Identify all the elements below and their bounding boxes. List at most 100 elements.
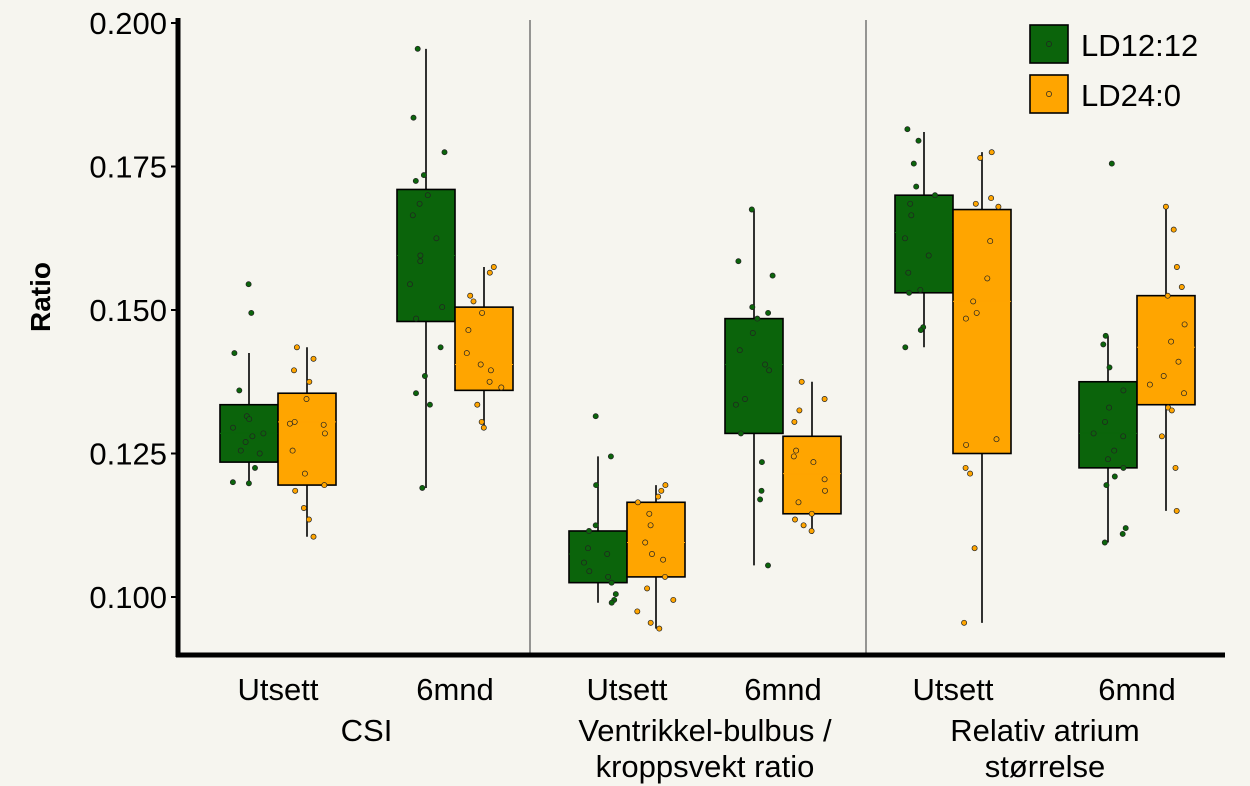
point-panel2-6mnd-ld1212-3	[769, 272, 776, 279]
point-panel2-utsett-ld1212-9	[586, 568, 593, 575]
point-panel3-utsett-ld240-3	[988, 195, 995, 202]
point-panel1-utsett-ld240-15	[305, 516, 312, 523]
point-panel2-utsett-ld240-5	[646, 510, 653, 517]
point-panel3-6mnd-ld1212-1	[1108, 160, 1115, 167]
point-panel3-6mnd-ld1212-15	[1122, 525, 1129, 532]
point-panel1-utsett-ld240-16	[310, 533, 317, 540]
point-panel2-utsett-ld240-13	[634, 608, 641, 615]
point-panel3-6mnd-ld240-4	[1178, 284, 1185, 290]
point-panel1-utsett-ld1212-4	[236, 387, 243, 394]
point-panel3-6mnd-ld1212-9	[1120, 433, 1127, 440]
point-panel2-6mnd-ld240-14	[808, 528, 815, 534]
point-panel2-6mnd-ld1212-5	[765, 309, 772, 316]
point-panel2-6mnd-ld240-11	[808, 510, 815, 517]
point-panel1-6mnd-ld240-6	[465, 327, 472, 334]
point-panel2-6mnd-ld1212-12	[732, 401, 739, 408]
point-panel3-6mnd-ld240-11	[1181, 390, 1187, 397]
box-panel2-6mnd-ld240	[782, 435, 842, 515]
data-points	[229, 45, 1188, 632]
legend: LD12:12 LD24:0	[1029, 24, 1198, 114]
point-panel1-6mnd-ld1212-15	[437, 344, 444, 351]
point-panel1-utsett-ld240-4	[306, 378, 313, 385]
point-panel1-utsett-ld240-5	[303, 396, 310, 402]
point-panel1-6mnd-ld1212-5	[412, 177, 419, 184]
point-panel3-6mnd-ld1212-6	[1106, 404, 1113, 411]
x-tick-label-panel1-6mnd: 6mnd	[416, 672, 494, 707]
point-panel1-utsett-ld240-6	[291, 418, 298, 425]
point-panel1-6mnd-ld1212-9	[433, 235, 440, 242]
point-panel3-utsett-ld1212-3	[910, 160, 917, 167]
point-panel3-utsett-ld240-1	[988, 149, 995, 156]
box-panel3-utsett-ld240	[952, 208, 1012, 455]
point-panel1-utsett-ld1212-2	[248, 309, 255, 316]
point-panel3-utsett-ld1212-14	[917, 327, 924, 334]
x-tick-label-panel2-utsett: Utsett	[587, 672, 668, 707]
point-panel3-utsett-ld1212-6	[907, 200, 914, 207]
point-panel1-utsett-ld1212-1	[245, 281, 252, 288]
point-panel1-6mnd-ld1212-1	[414, 45, 421, 52]
box-panel2-utsett-ld240	[626, 501, 686, 578]
point-panel2-6mnd-ld1212-8	[736, 347, 743, 354]
point-panel3-utsett-ld1212-2	[915, 137, 922, 144]
point-panel2-utsett-ld240-14	[647, 619, 654, 626]
point-panel3-utsett-ld1212-4	[913, 183, 920, 190]
legend-marker-2	[1046, 91, 1052, 97]
point-panel2-utsett-ld1212-5	[586, 528, 592, 534]
point-panel3-utsett-ld240-16	[961, 619, 968, 626]
point-panel2-utsett-ld1212-10	[605, 573, 612, 580]
point-panel2-6mnd-ld240-2	[821, 396, 828, 402]
point-panel1-6mnd-ld1212-7	[416, 200, 423, 207]
point-panel1-6mnd-ld1212-19	[419, 484, 426, 491]
y-tick-label-4: 0.175	[89, 150, 167, 185]
point-panel2-utsett-ld240-11	[644, 585, 651, 592]
box-panel2-utsett-ld1212	[568, 530, 628, 584]
point-panel3-utsett-ld1212-8	[902, 235, 908, 242]
point-panel1-6mnd-ld1212-14	[413, 315, 420, 322]
point-panel1-utsett-ld1212-13	[252, 464, 258, 471]
point-panel3-6mnd-ld240-3	[1173, 264, 1180, 270]
point-panel3-6mnd-ld240-8	[1175, 358, 1182, 365]
point-panel1-utsett-ld240-7	[286, 420, 293, 427]
y-axis-label: Ratio	[25, 262, 56, 332]
point-panel3-6mnd-ld1212-13	[1111, 473, 1118, 480]
point-panel3-utsett-ld240-5	[995, 203, 1002, 210]
point-panel3-6mnd-ld1212-7	[1102, 418, 1108, 425]
point-panel1-utsett-ld1212-9	[249, 433, 256, 440]
point-panel3-utsett-ld1212-1	[904, 126, 911, 133]
point-panel2-utsett-ld1212-4	[592, 522, 599, 529]
point-panel2-6mnd-ld1212-2	[735, 258, 742, 265]
point-panel2-6mnd-ld1212-10	[766, 367, 773, 374]
point-panel3-utsett-ld240-10	[962, 315, 969, 322]
point-panel1-6mnd-ld240-12	[474, 401, 481, 408]
point-panel2-utsett-ld240-12	[670, 596, 677, 603]
point-panel1-6mnd-ld240-13	[478, 418, 485, 425]
point-panel2-6mnd-ld1212-4	[749, 304, 756, 311]
point-panel1-utsett-ld240-13	[292, 487, 299, 494]
panel-dividers	[529, 20, 867, 655]
point-panel2-utsett-ld240-10	[662, 573, 668, 580]
point-panel1-6mnd-ld240-2	[486, 269, 493, 276]
point-panel2-utsett-ld240-1	[662, 482, 669, 489]
point-panel1-6mnd-ld1212-2	[410, 114, 417, 121]
point-panel1-6mnd-ld240-1	[490, 264, 497, 270]
point-panel2-utsett-ld240-4	[634, 499, 641, 506]
point-panel2-utsett-ld240-2	[658, 487, 665, 494]
point-panel1-6mnd-ld1212-16	[421, 373, 428, 379]
point-panel1-6mnd-ld240-7	[463, 350, 470, 357]
point-panel2-6mnd-ld1212-13	[737, 430, 744, 437]
point-panel2-6mnd-ld240-3	[796, 407, 803, 414]
point-panel3-6mnd-ld240-5	[1164, 292, 1171, 299]
point-panel2-utsett-ld240-8	[649, 551, 655, 557]
point-panel2-6mnd-ld240-9	[822, 487, 828, 494]
point-panel3-6mnd-ld1212-12	[1120, 464, 1127, 471]
point-panel1-6mnd-ld1212-3	[441, 149, 448, 156]
y-tick-label-2: 0.125	[89, 437, 167, 472]
point-panel1-6mnd-ld240-10	[486, 378, 493, 385]
box-panel3-6mnd-ld240	[1136, 294, 1196, 406]
point-panel3-6mnd-ld240-9	[1160, 373, 1167, 379]
point-panel2-6mnd-ld240-1	[798, 378, 805, 385]
point-panel2-utsett-ld1212-7	[604, 551, 611, 557]
point-panel2-utsett-ld240-9	[660, 556, 667, 563]
point-panel3-6mnd-ld1212-5	[1120, 387, 1127, 394]
point-panel3-utsett-ld1212-10	[905, 269, 912, 276]
